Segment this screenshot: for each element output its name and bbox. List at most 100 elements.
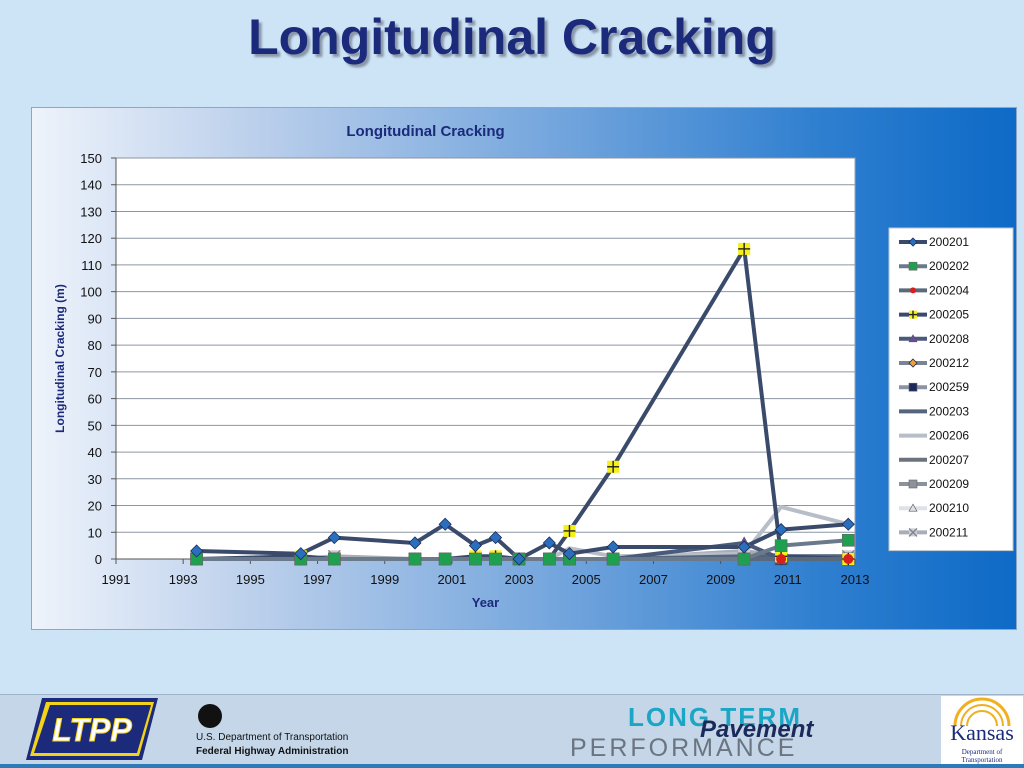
data-point-200202 (438, 552, 452, 566)
legend-label: 200202 (929, 259, 969, 273)
data-point-200202 (737, 552, 751, 566)
long-term-pavement-performance-logo: LONG TERM PERFORMANCE Pavement (566, 700, 926, 762)
legend-swatch-marker (908, 261, 918, 271)
x-tick-label: 2005 (572, 572, 601, 587)
ltp-logo-performance: PERFORMANCE (570, 734, 798, 762)
series-line-200201 (196, 522, 849, 561)
data-point-200202 (841, 533, 855, 547)
y-tick-label: 130 (80, 204, 102, 219)
x-tick-label: 1997 (303, 572, 332, 587)
y-tick-label: 150 (80, 151, 102, 166)
data-point-200201 (190, 544, 204, 558)
data-point-200205 (563, 524, 576, 537)
legend-label: 200204 (929, 283, 969, 297)
legend-swatch-marker (910, 287, 916, 294)
legend-label: 200259 (929, 380, 969, 394)
y-tick-label: 80 (88, 338, 102, 353)
plot-area (115, 157, 856, 560)
slide-title: Longitudinal Cracking (248, 9, 776, 65)
y-tick-label: 120 (80, 231, 102, 246)
legend-swatch-marker (908, 479, 918, 489)
kansas-department: Department of Transportation (961, 748, 1003, 764)
legend-label: 200206 (929, 429, 969, 443)
y-tick-label: 60 (88, 392, 102, 407)
data-point-200201 (438, 517, 452, 531)
legend-label: 200210 (929, 501, 969, 515)
data-point-200201 (468, 539, 482, 553)
x-tick-label: 1995 (236, 572, 265, 587)
x-tick-label: 2013 (841, 572, 870, 587)
series-line-200202 (196, 538, 849, 561)
y-tick-label: 140 (80, 178, 102, 193)
data-point-200202 (489, 552, 502, 566)
y-tick-label: 100 (80, 285, 102, 300)
legend-label: 200205 (929, 308, 969, 322)
y-axis-label: Longitudinal Cracking (m) (53, 284, 67, 433)
line-chart: Longitudinal Cracking 0 10 20 30 40 50 60 70 80 90… (53, 123, 1014, 610)
chart-frame: Longitudinal Cracking 0 10 20 30 40 50 60 70 80 90… (31, 107, 1017, 630)
y-tick-label: 90 (88, 311, 102, 326)
data-point-200201 (542, 536, 556, 550)
legend-label: 200211 (929, 525, 968, 539)
legend-label: 200203 (929, 404, 969, 418)
y-tick-label: 70 (88, 365, 102, 380)
data-point-200201 (294, 547, 308, 561)
y-tick-label: 10 (88, 525, 102, 540)
data-point-200205 (738, 242, 751, 255)
usdot-logo: U.S. Department of Transportation Federa… (194, 700, 364, 762)
footer-bar (0, 694, 1024, 768)
x-axis-label: Year (472, 595, 499, 610)
footer-strip (0, 764, 1024, 768)
data-point-200201 (737, 540, 751, 554)
legend-swatch-marker (908, 503, 918, 512)
data-point-200204 (843, 554, 854, 564)
data-point-200201 (606, 540, 620, 554)
data-point-200201 (327, 531, 341, 545)
legend-label: 200207 (929, 453, 969, 467)
x-tick-label: 1991 (102, 572, 131, 587)
x-tick-label: 1999 (370, 572, 399, 587)
data-point-200205 (607, 460, 620, 473)
data-point-200202 (606, 552, 620, 566)
data-point-200202 (543, 552, 556, 566)
x-tick-label: 2011 (774, 572, 802, 587)
legend-swatch-marker (908, 334, 918, 343)
data-point-200202 (469, 552, 482, 566)
y-tick-label: 0 (95, 552, 102, 567)
x-tick-label: 2003 (505, 572, 534, 587)
legend-swatch-marker (909, 310, 917, 319)
data-point-200201 (408, 536, 422, 550)
x-tick-label: 1993 (169, 572, 198, 587)
x-tick-label: 2001 (437, 572, 466, 587)
ltpp-logo: LTPP (26, 698, 158, 760)
data-point-200202 (774, 539, 788, 552)
usdot-department: U.S. Department of Transportation (196, 732, 349, 743)
chart-title: Longitudinal Cracking (346, 123, 504, 140)
kansas-name: Kansas (950, 720, 1014, 745)
data-point-200201 (489, 531, 503, 545)
data-point-200202 (408, 552, 422, 566)
ltp-logo-long-term: LONG TERM (628, 702, 802, 732)
ltp-logo-pavement: Pavement (700, 716, 814, 743)
legend-swatch-marker (908, 358, 918, 368)
y-tick-label: 110 (81, 258, 102, 273)
legend-label: 200201 (929, 235, 969, 249)
y-tick-label: 30 (88, 472, 102, 487)
data-point-200201 (512, 552, 526, 566)
data-point-200201 (841, 517, 855, 531)
x-tick-label: 2007 (639, 572, 668, 587)
legend-label: 200212 (929, 356, 969, 370)
legend-swatch-marker (908, 237, 918, 247)
y-tick-label: 50 (88, 418, 102, 433)
legend-label: 200208 (929, 332, 969, 346)
data-point-200202 (328, 552, 341, 566)
data-point-200204 (776, 554, 787, 564)
legend-swatch-marker (908, 382, 918, 392)
data-point-200201 (774, 523, 788, 537)
x-tick-label: 2009 (706, 572, 735, 587)
data-point-200201 (562, 547, 577, 561)
y-tick-label: 40 (88, 445, 102, 460)
kansas-dot-logo: Kansas Department of Transportation (941, 696, 1023, 764)
legend-swatch-marker (908, 527, 918, 537)
ltpp-logo-text: LTPP (52, 712, 132, 748)
